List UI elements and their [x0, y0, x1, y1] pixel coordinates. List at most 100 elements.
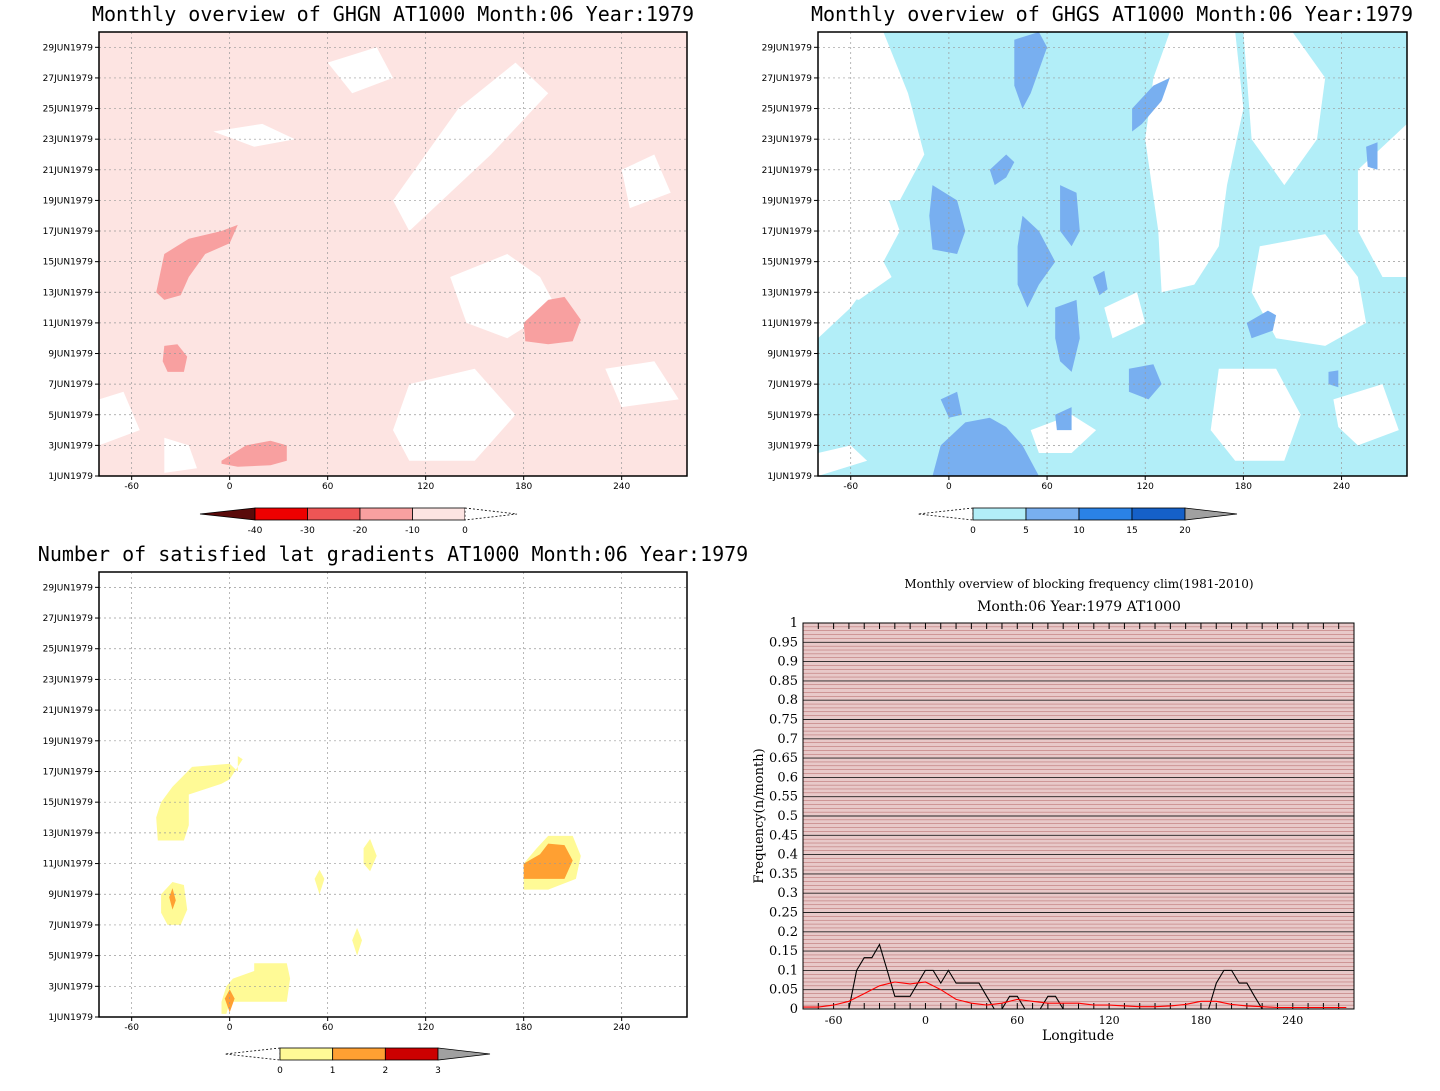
contour-region-25	[1246, 310, 1277, 339]
y-tick-label: 0.65	[769, 751, 798, 766]
colorbar-segment	[307, 507, 361, 521]
x-tick-label: -60	[843, 482, 858, 492]
y-tick-label: 27JUN1979	[43, 74, 94, 84]
plot-frame	[802, 622, 1355, 1010]
line-chart-subtitle: Month:06 Year:1979 AT1000	[977, 599, 1181, 615]
colorbar: -40 -30 -20 -10 0	[199, 507, 518, 536]
x-tick-label: 240	[1333, 482, 1350, 492]
y-tick-label: 1JUN1979	[48, 1013, 93, 1023]
colorbar-label: 0	[277, 1066, 283, 1076]
x-tick-label: 0	[227, 482, 233, 492]
colorbar-segment	[384, 1047, 439, 1061]
contour-region-9	[1333, 384, 1399, 446]
x-tick-label: 180	[515, 482, 532, 492]
line-chart-panel: Monthly overview of blocking frequency c…	[752, 577, 1355, 1044]
y-tick-label: 27JUN1979	[762, 74, 813, 84]
y-tick-label: 21JUN1979	[43, 166, 94, 176]
contour-region-4	[1145, 32, 1244, 293]
y-tick-label: 0.45	[769, 828, 798, 843]
y-tick-label: 23JUN1979	[762, 135, 813, 145]
colorbar-segment	[359, 507, 413, 521]
contour-region-1	[156, 756, 243, 841]
y-tick-label: 11JUN1979	[43, 860, 94, 870]
x-tick-label: 180	[1190, 1014, 1211, 1027]
colorbar-segment	[254, 507, 308, 521]
plot-background	[99, 572, 687, 1017]
y-tick-label: 0.6	[777, 770, 798, 785]
y-tick-label: 17JUN1979	[43, 767, 94, 777]
colorbar-segment	[972, 507, 1027, 521]
y-tick-label: 13JUN1979	[43, 288, 94, 298]
contour-region-10	[224, 989, 235, 1013]
plot-frame	[817, 31, 1408, 477]
y-tick-label: 11JUN1979	[43, 319, 94, 329]
contour-region-16	[1017, 215, 1056, 308]
colorbar-label: 10	[1073, 526, 1085, 536]
contour-region-14	[1132, 77, 1170, 132]
colorbar-label: -30	[300, 526, 315, 536]
colorbar-label: 3	[435, 1066, 441, 1076]
colorbar-label: -20	[353, 526, 368, 536]
colorbar-lower-extension	[224, 1047, 281, 1061]
y-tick-label: 0.35	[769, 867, 798, 882]
contour-region-18	[989, 154, 1015, 186]
y-tick-label: 25JUN1979	[762, 105, 813, 115]
map-panel-2: Monthly overview of GHGS AT1000 Month:06…	[762, 2, 1413, 536]
panel-title: Monthly overview of GHGS AT1000 Month:06…	[811, 2, 1413, 26]
y-tick-label: 0.9	[777, 655, 798, 670]
contour-region-11	[156, 224, 238, 300]
contour-region-26	[1366, 142, 1378, 170]
y-tick-label: 19JUN1979	[43, 196, 94, 206]
colorbar-segment	[1131, 507, 1186, 521]
colorbar-segment	[332, 1047, 386, 1061]
y-tick-label: 29JUN1979	[43, 43, 94, 53]
x-tick-label: 180	[515, 1023, 532, 1033]
contour-region-23	[940, 391, 962, 418]
contour-region-7	[213, 123, 295, 147]
contour-region-13	[1014, 32, 1048, 109]
contour-region-12	[1104, 292, 1146, 339]
contour-region-6	[314, 869, 325, 895]
contour-region-9	[605, 361, 679, 408]
y-tick-label: 0.15	[769, 944, 798, 959]
x-tick-label: 240	[1282, 1014, 1303, 1027]
colorbar-label: 15	[1126, 526, 1137, 536]
y-tick-label: 25JUN1979	[43, 645, 94, 655]
y-tick-label: 29JUN1979	[762, 43, 813, 53]
contour-region-8	[523, 843, 573, 879]
x-tick-label: 0	[946, 482, 952, 492]
colorbar-lower-extension	[917, 507, 974, 521]
y-tick-label: 3JUN1979	[767, 441, 812, 451]
x-tick-label: 60	[322, 482, 334, 492]
plot-frame	[98, 31, 688, 477]
y-tick-label: 5JUN1979	[48, 411, 93, 421]
x-tick-label: 180	[1235, 482, 1252, 492]
y-tick-label: 0.2	[777, 925, 798, 940]
y-axis-label: Frequency(n/month)	[752, 748, 767, 883]
contour-region-14	[221, 440, 287, 467]
y-tick-label: 29JUN1979	[43, 583, 94, 593]
y-tick-label: 0.85	[769, 674, 798, 689]
contour-region-3	[450, 254, 557, 339]
contour-region-7	[352, 928, 362, 956]
y-tick-label: 21JUN1979	[762, 166, 813, 176]
y-tick-label: 7JUN1979	[48, 921, 93, 931]
colorbar-label: -10	[405, 526, 420, 536]
contour-region-6	[327, 47, 393, 94]
x-tick-label: 0	[227, 1023, 233, 1033]
y-tick-label: 15JUN1979	[43, 798, 94, 808]
y-tick-label: 7JUN1979	[48, 380, 93, 390]
x-tick-label: 120	[1099, 1014, 1120, 1027]
colorbar-segment	[1025, 507, 1080, 521]
contour-region-6	[1251, 234, 1367, 346]
colorbar-label: 20	[1179, 526, 1191, 536]
y-tick-label: 1JUN1979	[767, 472, 812, 482]
y-tick-label: 0.7	[777, 732, 798, 747]
map-panel-3: Number of satisfied lat gradients AT1000…	[38, 542, 748, 1076]
contour-fills	[99, 32, 687, 476]
contour-fills	[818, 32, 1407, 476]
colorbar-label: 0	[462, 526, 468, 536]
contour-region-3	[221, 963, 291, 1014]
colorbar: 0 1 2 3	[224, 1047, 491, 1076]
